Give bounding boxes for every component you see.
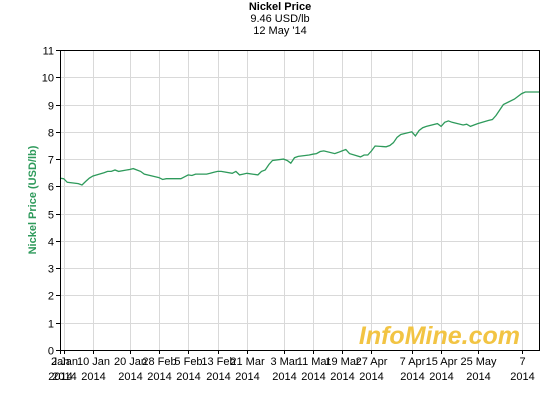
chart-date: 12 May '14 <box>253 25 307 37</box>
x-tick-label: 28 Feb <box>142 356 176 368</box>
y-tick-label: 9 <box>48 101 54 113</box>
x-tick-label: 7 <box>519 356 525 368</box>
y-tick-label: 0 <box>48 346 54 358</box>
x-tick-label: 25 May <box>460 356 497 368</box>
chart-title: Nickel Price <box>248 1 312 13</box>
x-tick-year: 2014 <box>510 371 534 383</box>
grid <box>60 50 540 351</box>
y-axis-label: Nickel Price (USD/lb) <box>27 145 39 254</box>
x-tick-year: 2014 <box>176 371 200 383</box>
x-tick-label: Jan <box>52 356 70 368</box>
nickel-price-line <box>59 91 540 186</box>
y-tick-label: 11 <box>43 46 54 58</box>
x-tick-year: 2014 <box>235 371 259 383</box>
x-tick-label: 21 Mar <box>230 356 265 368</box>
x-tick-label: 10 Jan <box>77 356 110 368</box>
y-tick-label: 8 <box>48 128 54 140</box>
plot-frame <box>60 50 540 351</box>
x-tick-year: 2014 <box>466 371 490 383</box>
x-tick-year: 2014 <box>400 371 424 383</box>
x-tick-label: 11 Mar <box>297 356 331 368</box>
x-tick-year: 2014 <box>272 371 296 383</box>
x-tick-label: 15 Apr <box>426 356 458 368</box>
y-tick-label: 5 <box>48 210 54 222</box>
y-tick-label: 10 <box>42 73 54 85</box>
x-tick-label: 2 Jan <box>51 356 78 368</box>
x-tick-year: 2014 <box>81 371 105 383</box>
x-tick-year: 2014 <box>206 371 230 383</box>
x-tick-label: 3 Mar <box>270 356 298 368</box>
x-tick-year: 2014 <box>52 371 76 383</box>
y-tick-label: 6 <box>48 182 54 194</box>
x-tick-label: 20 Jan <box>114 356 147 368</box>
x-tick-year: 2014 <box>429 371 453 383</box>
y-tick-label: 4 <box>48 237 54 249</box>
y-tick-label: 3 <box>48 264 54 276</box>
x-tick-label: 7 Apr <box>400 356 426 368</box>
x-tick-year: 2014 <box>301 371 325 383</box>
x-tick-label: 13 Feb <box>201 356 235 368</box>
x-tick-year: 2014 <box>359 371 383 383</box>
x-tick-year: 2014 <box>147 371 171 383</box>
y-tick-label: 7 <box>48 155 54 167</box>
chart-current-value: 9.46 USD/lb <box>250 13 310 25</box>
x-tick-year: 2014 <box>48 371 72 383</box>
infomine-watermark: InfoMine.com <box>359 322 520 350</box>
x-tick-year: 2014 <box>118 371 142 383</box>
y-axis-ticks: 0 1 2 3 4 5 6 7 8 9 10 11 <box>42 46 60 358</box>
y-tick-label: 2 <box>48 291 54 303</box>
y-tick-label: 1 <box>48 319 54 331</box>
x-tick-year: 2014 <box>330 371 354 383</box>
x-tick-label: 19 Mar <box>325 356 360 368</box>
x-tick-label: 5 Feb <box>174 356 202 368</box>
x-tick-label: 27 Apr <box>356 356 388 368</box>
